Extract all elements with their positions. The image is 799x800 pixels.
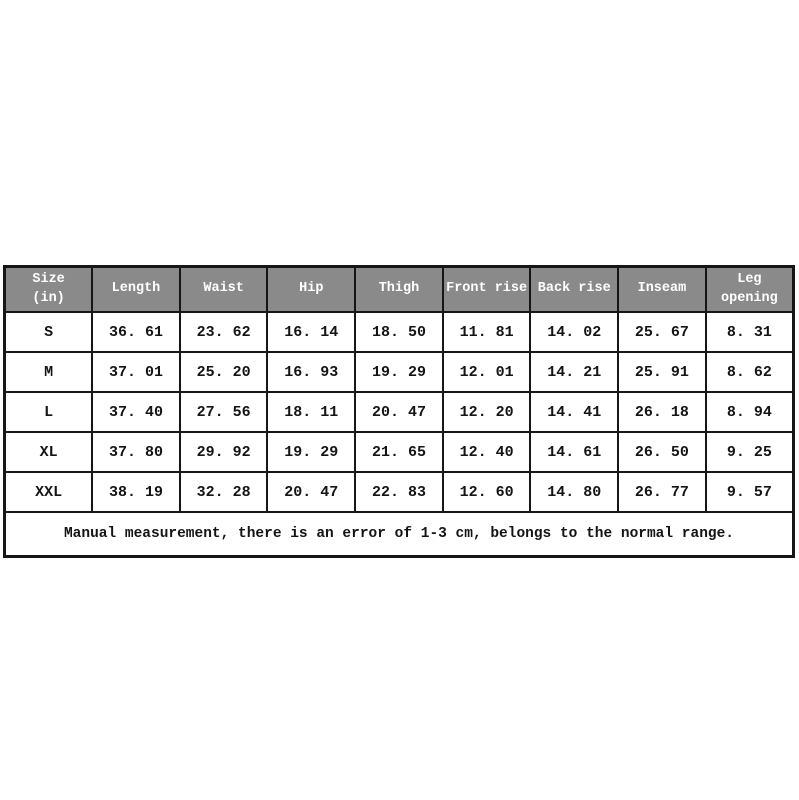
value-cell: 38. 19 [91, 471, 181, 513]
size-chart-table: Size (in) Length Waist Hip Thigh Front r… [3, 265, 795, 558]
header-cell-front-rise: Front rise [441, 265, 532, 313]
value-cell: 19. 29 [354, 351, 444, 393]
header-cell-thigh: Thigh [354, 265, 444, 313]
header-cell-size: Size (in) [3, 265, 94, 313]
header-cell-length: Length [91, 265, 181, 313]
value-cell: 14. 61 [529, 431, 620, 473]
value-cell: 8. 94 [704, 391, 795, 433]
table-row-m: M 37. 01 25. 20 16. 93 19. 29 12. 01 14.… [3, 351, 795, 393]
header-cell-back-rise: Back rise [529, 265, 620, 313]
value-cell: 8. 62 [704, 351, 795, 393]
value-cell: 32. 28 [178, 471, 269, 513]
value-cell: 25. 67 [617, 311, 707, 353]
value-cell: 25. 91 [617, 351, 707, 393]
value-cell: 29. 92 [178, 431, 269, 473]
value-cell: 8. 31 [704, 311, 795, 353]
note-cell: Manual measurement, there is an error of… [3, 511, 795, 558]
value-cell: 12. 40 [441, 431, 532, 473]
value-cell: 16. 93 [266, 351, 357, 393]
size-cell: XXL [3, 471, 94, 513]
value-cell: 16. 14 [266, 311, 357, 353]
value-cell: 27. 56 [178, 391, 269, 433]
size-cell: S [3, 311, 94, 353]
value-cell: 19. 29 [266, 431, 357, 473]
value-cell: 18. 50 [354, 311, 444, 353]
value-cell: 22. 83 [354, 471, 444, 513]
size-cell: XL [3, 431, 94, 473]
value-cell: 25. 20 [178, 351, 269, 393]
note-row: Manual measurement, there is an error of… [3, 511, 795, 558]
value-cell: 12. 60 [441, 471, 532, 513]
value-cell: 9. 25 [704, 431, 795, 473]
value-cell: 26. 77 [617, 471, 707, 513]
value-cell: 14. 21 [529, 351, 620, 393]
value-cell: 37. 01 [91, 351, 181, 393]
value-cell: 14. 80 [529, 471, 620, 513]
table-row-xxl: XXL 38. 19 32. 28 20. 47 22. 83 12. 60 1… [3, 471, 795, 513]
value-cell: 20. 47 [354, 391, 444, 433]
value-cell: 18. 11 [266, 391, 357, 433]
value-cell: 21. 65 [354, 431, 444, 473]
value-cell: 9. 57 [704, 471, 795, 513]
value-cell: 12. 20 [441, 391, 532, 433]
header-cell-inseam: Inseam [617, 265, 707, 313]
value-cell: 20. 47 [266, 471, 357, 513]
value-cell: 37. 40 [91, 391, 181, 433]
value-cell: 36. 61 [91, 311, 181, 353]
header-cell-hip: Hip [266, 265, 357, 313]
header-cell-waist: Waist [178, 265, 269, 313]
table-row-l: L 37. 40 27. 56 18. 11 20. 47 12. 20 14.… [3, 391, 795, 433]
table-row-s: S 36. 61 23. 62 16. 14 18. 50 11. 81 14.… [3, 311, 795, 353]
size-cell: L [3, 391, 94, 433]
value-cell: 11. 81 [441, 311, 532, 353]
value-cell: 37. 80 [91, 431, 181, 473]
value-cell: 14. 02 [529, 311, 620, 353]
value-cell: 23. 62 [178, 311, 269, 353]
value-cell: 12. 01 [441, 351, 532, 393]
size-cell: M [3, 351, 94, 393]
header-cell-leg-opening: Leg opening [704, 265, 795, 313]
value-cell: 14. 41 [529, 391, 620, 433]
value-cell: 26. 18 [617, 391, 707, 433]
header-row: Size (in) Length Waist Hip Thigh Front r… [3, 265, 795, 313]
value-cell: 26. 50 [617, 431, 707, 473]
table-row-xl: XL 37. 80 29. 92 19. 29 21. 65 12. 40 14… [3, 431, 795, 473]
